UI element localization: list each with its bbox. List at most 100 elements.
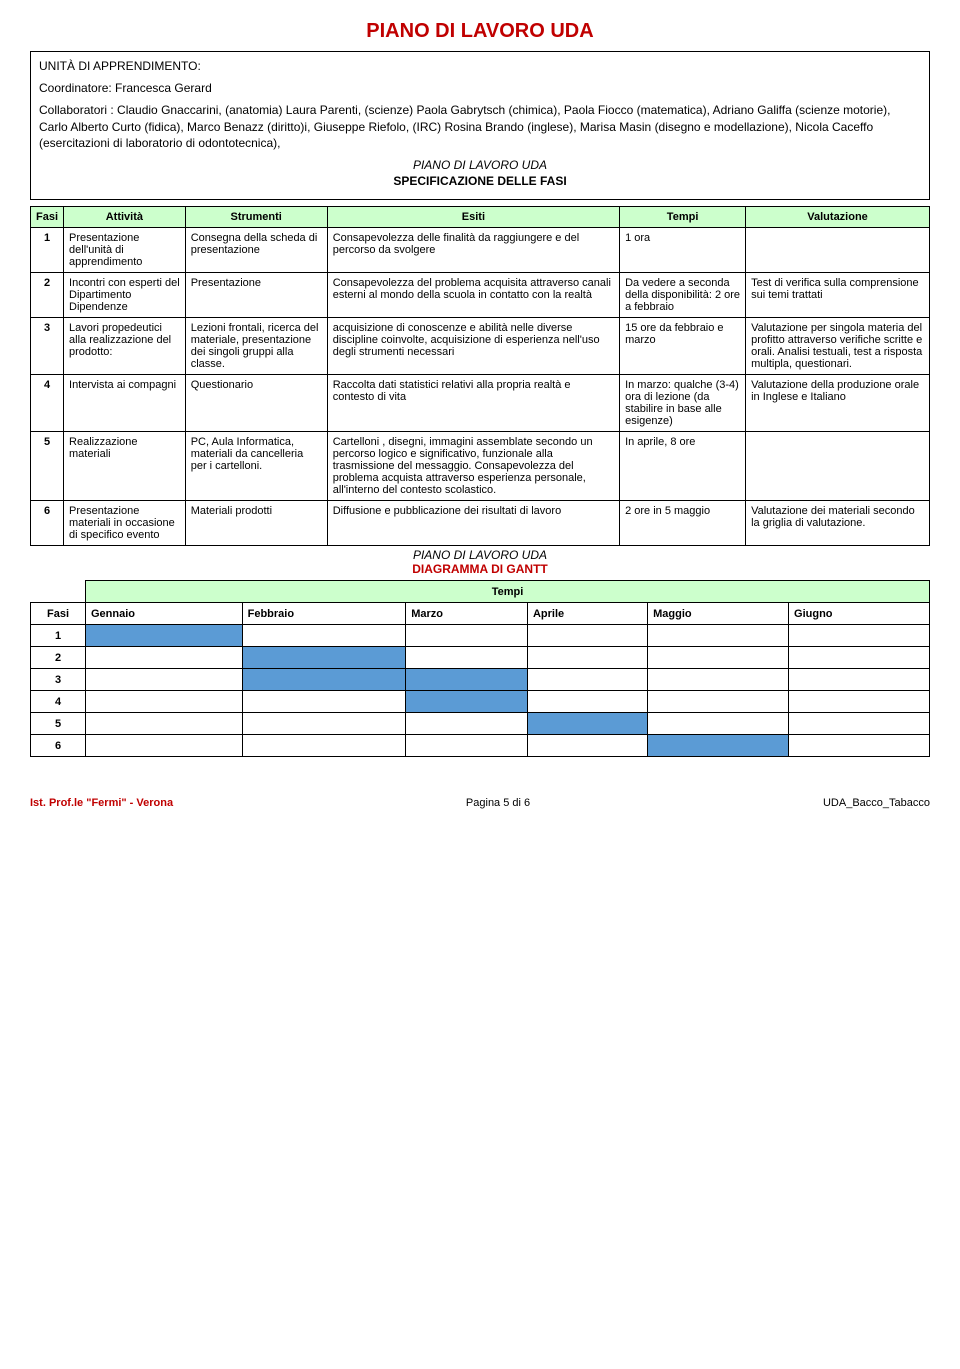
cell: 15 ore da febbraio e marzo [620,318,746,375]
gantt-cell [527,625,647,647]
table-row: 6Presentazione materiali in occasione di… [31,501,930,546]
gantt-tempi-header: Tempi [86,581,930,603]
gantt-cell [527,735,647,757]
cell: 5 [31,432,64,501]
col-valutazione: Valutazione [746,207,930,228]
gantt-cell [406,647,528,669]
cell: 4 [31,375,64,432]
gantt-row: 4 [31,691,930,713]
gantt-cell [86,691,243,713]
gantt-cell [648,713,789,735]
cell: Da vedere a seconda della disponibilità:… [620,273,746,318]
gantt-table: Tempi Fasi Gennaio Febbraio Marzo Aprile… [30,580,930,757]
gantt-cell [406,735,528,757]
gantt-cell [789,691,930,713]
spec-subtitle2: SPECIFICAZIONE DELLE FASI [39,173,921,189]
table-row: 2Incontri con esperti del Dipartimento D… [31,273,930,318]
cell: 6 [31,501,64,546]
meta-box: UNITÀ DI APPRENDIMENTO: Coordinatore: Fr… [30,51,930,200]
unit-label: UNITÀ DI APPRENDIMENTO: [39,58,921,74]
cell: Valutazione dei materiali secondo la gri… [746,501,930,546]
footer-right: UDA_Bacco_Tabacco [823,797,930,809]
gantt-cell [789,713,930,735]
cell: In aprile, 8 ore [620,432,746,501]
cell: Consegna della scheda di presentazione [185,228,327,273]
gantt-cell [527,691,647,713]
gantt-cell [406,669,528,691]
gantt-row-num: 1 [31,625,86,647]
cell: Intervista ai compagni [64,375,186,432]
cell: Incontri con esperti del Dipartimento Di… [64,273,186,318]
gantt-cell [242,669,406,691]
gantt-cell [242,625,406,647]
gantt-tempi-row: Tempi [31,581,930,603]
gantt-cell [648,691,789,713]
col-attivita: Attività [64,207,186,228]
gantt-month: Marzo [406,603,528,625]
cell: 1 [31,228,64,273]
gantt-cell [86,625,243,647]
gantt-row-num: 5 [31,713,86,735]
collaborators: Collaboratori : Claudio Gnaccarini, (ana… [39,102,921,151]
page-title: PIANO DI LAVORO UDA [30,20,930,43]
spec-header-row: Fasi Attività Strumenti Esiti Tempi Valu… [31,207,930,228]
gantt-cell [527,713,647,735]
cell: 3 [31,318,64,375]
gantt-cell [648,669,789,691]
gantt-cell [242,647,406,669]
cell: Questionario [185,375,327,432]
cell: 2 ore in 5 maggio [620,501,746,546]
gantt-cell [527,669,647,691]
cell: Valutazione della produzione orale in In… [746,375,930,432]
gantt-row-num: 2 [31,647,86,669]
cell [746,432,930,501]
cell: Presentazione [185,273,327,318]
col-tempi: Tempi [620,207,746,228]
table-row: 5Realizzazione materialiPC, Aula Informa… [31,432,930,501]
gantt-row-num: 3 [31,669,86,691]
gantt-cell [789,625,930,647]
gantt-cell [527,647,647,669]
footer-center: Pagina 5 di 6 [173,797,823,809]
gantt-row: 2 [31,647,930,669]
gantt-subtitle1: PIANO DI LAVORO UDA [30,548,930,562]
cell: Lavori propedeutici alla realizzazione d… [64,318,186,375]
gantt-cell [648,647,789,669]
gantt-cell [406,713,528,735]
cell: Presentazione dell'unità di apprendiment… [64,228,186,273]
gantt-cell [242,713,406,735]
table-row: 1Presentazione dell'unità di apprendimen… [31,228,930,273]
gantt-cell [86,647,243,669]
table-row: 3Lavori propedeutici alla realizzazione … [31,318,930,375]
cell: 2 [31,273,64,318]
cell: 1 ora [620,228,746,273]
cell: PC, Aula Informatica, materiali da cance… [185,432,327,501]
cell: Realizzazione materiali [64,432,186,501]
cell: Diffusione e pubblicazione dei risultati… [327,501,619,546]
table-row: 4Intervista ai compagniQuestionarioRacco… [31,375,930,432]
gantt-row: 6 [31,735,930,757]
col-fasi: Fasi [31,207,64,228]
cell: Materiali prodotti [185,501,327,546]
cell: Presentazione materiali in occasione di … [64,501,186,546]
gantt-cell [406,691,528,713]
gantt-month: Febbraio [242,603,406,625]
footer-left: Ist. Prof.le "Fermi" - Verona [30,797,173,809]
cell: Consapevolezza delle finalità da raggiun… [327,228,619,273]
gantt-fasi-header: Fasi [31,603,86,625]
gantt-month: Aprile [527,603,647,625]
spec-table: Fasi Attività Strumenti Esiti Tempi Valu… [30,206,930,546]
coordinator: Coordinatore: Francesca Gerard [39,80,921,96]
cell: Lezioni frontali, ricerca del materiale,… [185,318,327,375]
gantt-month-row: Fasi Gennaio Febbraio Marzo Aprile Maggi… [31,603,930,625]
cell: Valutazione per singola materia del prof… [746,318,930,375]
cell [746,228,930,273]
cell: In marzo: qualche (3-4) ora di lezione (… [620,375,746,432]
gantt-cell [406,625,528,647]
gantt-row-num: 4 [31,691,86,713]
gantt-month: Giugno [789,603,930,625]
gantt-cell [86,669,243,691]
gantt-cell [648,625,789,647]
cell: Raccolta dati statistici relativi alla p… [327,375,619,432]
gantt-cell [86,713,243,735]
